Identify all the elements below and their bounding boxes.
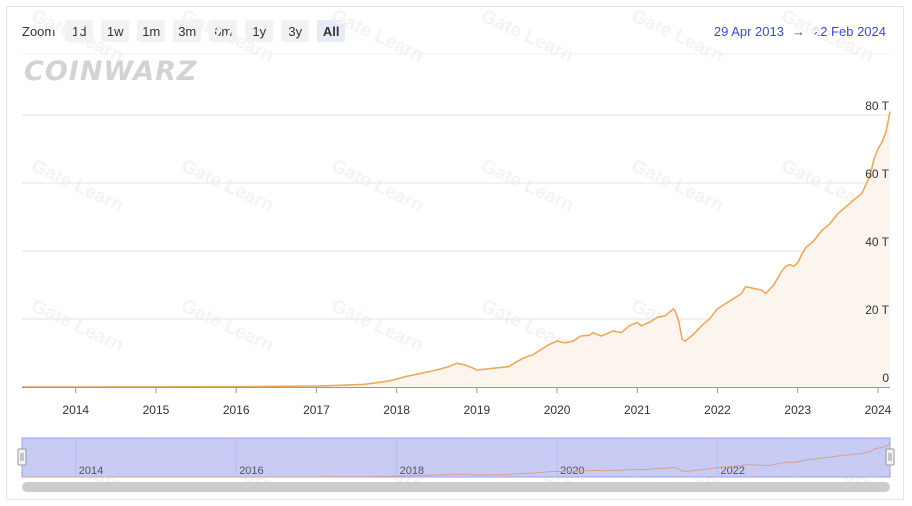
x-tick-label: 2024 xyxy=(865,403,892,417)
watermark-text: Gate Learn xyxy=(178,295,277,356)
x-tick-label: 2015 xyxy=(143,403,170,417)
zoom-all-button[interactable]: All xyxy=(317,20,346,42)
chart-frame xyxy=(6,6,904,500)
date-range: 29 Apr 2013 → 22 Feb 2024 xyxy=(714,24,886,39)
y-tick-label: 0 xyxy=(882,371,889,385)
range-from-input[interactable]: 29 Apr 2013 xyxy=(713,24,784,39)
zoom-1w-button[interactable]: 1w xyxy=(101,20,130,42)
range-to-input[interactable]: 22 Feb 2024 xyxy=(812,24,886,39)
watermark-text: Gate Learn xyxy=(28,5,127,66)
difficulty-area xyxy=(22,111,890,387)
x-tick-label: 2021 xyxy=(624,403,651,417)
zoom-1m-button[interactable]: 1m xyxy=(137,20,166,42)
watermark-text: Gate Learn xyxy=(478,5,577,66)
zoom-3m-button[interactable]: 3m xyxy=(173,20,202,42)
watermark-text: Gate Learn xyxy=(328,155,427,216)
watermark-text: Gate Learn xyxy=(28,295,127,356)
y-axis-ticks: 0 20 T 40 T 60 T 80 T xyxy=(865,99,889,385)
navigator-scrollbar[interactable] xyxy=(22,482,890,492)
watermark-text: Gate Learn xyxy=(778,5,877,66)
zoom-6m-button[interactable]: 6m xyxy=(209,20,238,42)
x-tick-label: 2022 xyxy=(704,403,731,417)
navigator-tick-label: 2022 xyxy=(721,465,745,477)
navigator-selection[interactable] xyxy=(21,437,891,478)
watermark-text: Gate Learn xyxy=(628,155,727,216)
watermark-text: Gate Learn xyxy=(328,295,427,356)
x-tick-label: 2020 xyxy=(544,403,571,417)
x-tick-label: 2018 xyxy=(383,403,410,417)
y-tick-label: 40 T xyxy=(865,235,889,249)
coinwarz-logo: COINWARZ xyxy=(24,56,198,87)
watermark-text: Gate Learn xyxy=(478,155,577,216)
navigator-series xyxy=(22,443,891,478)
zoom-1y-button[interactable]: 1y xyxy=(245,20,274,42)
y-tick-label: 20 T xyxy=(865,303,889,317)
watermark-text: Gate Learn xyxy=(178,155,277,216)
navigator-left-handle[interactable] xyxy=(17,448,27,466)
x-tick-label: 2023 xyxy=(784,403,811,417)
x-tick-label: 2014 xyxy=(62,403,89,417)
navigator-tick-label: 2016 xyxy=(239,465,263,477)
watermark-text: Gate Learn xyxy=(328,5,427,66)
grid-lines xyxy=(22,53,890,320)
difficulty-line-series xyxy=(22,111,891,388)
x-axis-ticks: 2014 2015 2016 2017 2018 2019 2020 2021 2022 2023… xyxy=(62,387,892,417)
navigator-tick-label: 2018 xyxy=(400,465,424,477)
zoom-label: Zoom xyxy=(22,23,56,39)
watermark-text: Gate Learn xyxy=(628,5,727,66)
zoom-1d-button[interactable]: 1d xyxy=(65,20,94,42)
x-tick-label: 2017 xyxy=(303,403,330,417)
y-tick-label: 80 T xyxy=(865,99,889,113)
x-tick-label: 2019 xyxy=(464,403,491,417)
x-tick-label: 2016 xyxy=(223,403,250,417)
range-arrow-icon: → xyxy=(791,24,805,39)
watermark-text: Gate Learn xyxy=(28,155,127,216)
navigator[interactable]: 2014 2016 2018 2020 2022 xyxy=(17,437,895,492)
watermark-text: Gate Learn xyxy=(178,5,277,66)
navigator-right-handle[interactable] xyxy=(885,448,895,466)
y-tick-label: 60 T xyxy=(865,167,889,181)
zoom-bar: Zoom 1d 1w 1m 3m 6m 1y 3y All xyxy=(22,20,346,42)
zoom-3y-button[interactable]: 3y xyxy=(281,20,310,42)
navigator-tick-label: 2014 xyxy=(79,465,103,477)
